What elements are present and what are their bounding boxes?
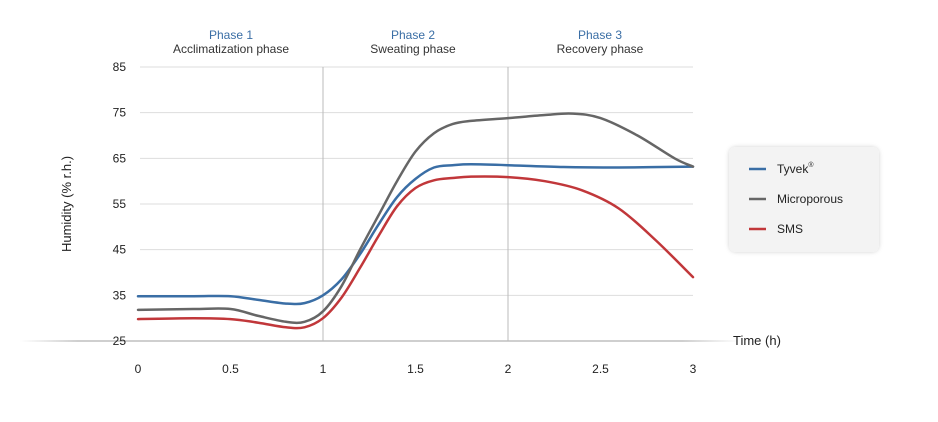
series-line-microporous [136, 112, 695, 325]
phase-2-subtitle: Sweating phase [370, 42, 456, 56]
y-tick-75: 75 [113, 106, 127, 120]
legend: Tyvek® Microporous SMS [729, 147, 879, 252]
y-tick-65: 65 [113, 151, 127, 165]
x-tick-0: 0 [135, 362, 142, 376]
phase-2-title: Phase 2 [391, 28, 435, 42]
series-lines [136, 112, 695, 330]
series-line-sms [136, 175, 695, 330]
y-tick-45: 45 [113, 243, 127, 257]
y-tick-35: 35 [113, 288, 127, 302]
y-tick-85: 85 [113, 60, 127, 74]
x-axis-floor [20, 340, 740, 342]
legend-label-tyvek-sup: ® [808, 161, 814, 169]
x-axis-title: Time (h) [733, 333, 781, 348]
x-tick-2-5: 2.5 [592, 362, 609, 376]
phase-3-title: Phase 3 [578, 28, 622, 42]
legend-label-microporous: Microporous [777, 192, 843, 206]
y-tick-55: 55 [113, 197, 127, 211]
x-tick-0-5: 0.5 [222, 362, 239, 376]
x-tick-3: 3 [690, 362, 697, 376]
legend-label-sms: SMS [777, 222, 803, 236]
y-axis-title: Humidity (% r.h.) [59, 156, 74, 252]
gridlines [140, 66, 693, 296]
legend-label-tyvek: Tyvek® [777, 161, 814, 176]
x-tick-2: 2 [505, 362, 512, 376]
series-line-tyvek [136, 163, 695, 306]
phase-3-subtitle: Recovery phase [557, 42, 644, 56]
legend-box [729, 147, 879, 252]
x-tick-1-5: 1.5 [407, 362, 424, 376]
phase-1-title: Phase 1 [209, 28, 253, 42]
y-tick-25: 25 [113, 334, 127, 348]
phase-1-subtitle: Acclimatization phase [173, 42, 289, 56]
legend-label-tyvek-name: Tyvek [777, 162, 809, 176]
x-tick-1: 1 [320, 362, 327, 376]
